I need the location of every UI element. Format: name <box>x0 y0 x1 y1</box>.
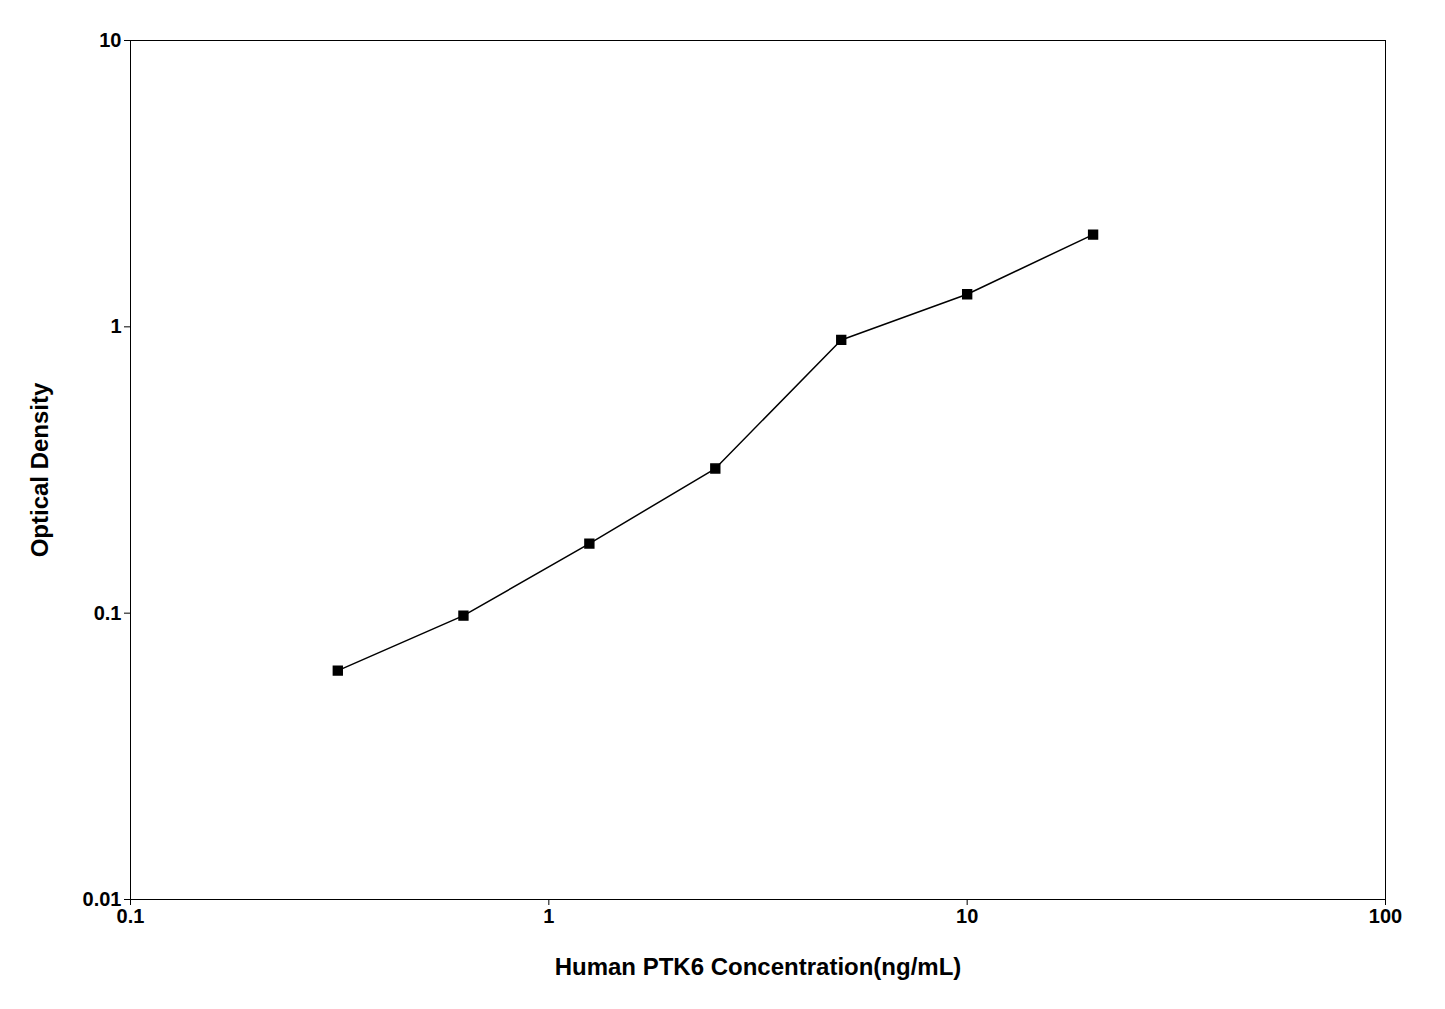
svg-text:0.1: 0.1 <box>117 905 145 927</box>
svg-text:10: 10 <box>956 905 978 927</box>
svg-text:100: 100 <box>1369 905 1402 927</box>
svg-text:10: 10 <box>99 29 121 51</box>
svg-text:Human PTK6 Concentration(ng/mL: Human PTK6 Concentration(ng/mL) <box>555 953 962 980</box>
svg-text:Optical Density: Optical Density <box>26 382 53 557</box>
svg-text:0.01: 0.01 <box>82 887 122 910</box>
svg-text:1: 1 <box>543 905 554 927</box>
svg-text:1: 1 <box>110 315 121 337</box>
svg-text:0.1: 0.1 <box>94 602 122 624</box>
